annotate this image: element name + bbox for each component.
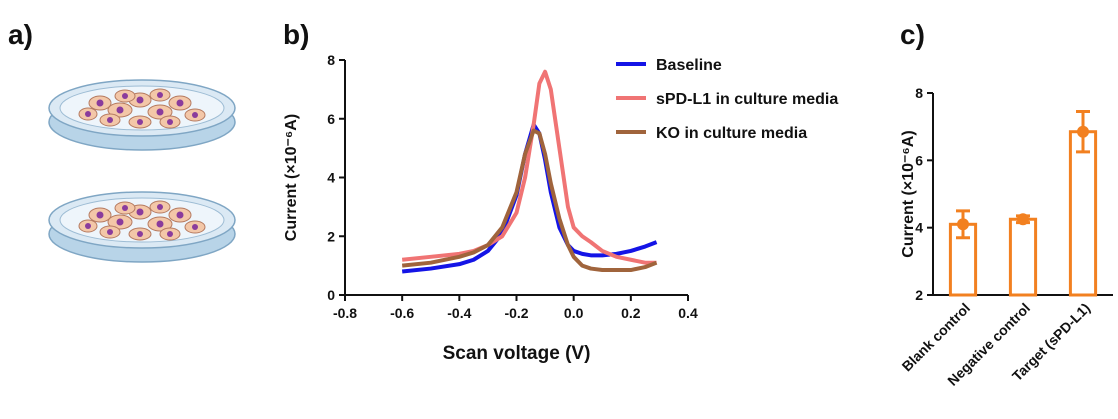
- y-tick-label: 6: [915, 152, 923, 168]
- panel-label: b): [283, 19, 309, 50]
- y-axis-label: Current (×10⁻⁶A): [900, 130, 917, 257]
- y-axis-label: Current (×10⁻⁶A): [283, 114, 300, 241]
- x-tick-label: 0.0: [564, 305, 584, 321]
- legend-label: sPD-L1 in culture media: [656, 91, 838, 108]
- y-tick-label: 2: [327, 228, 335, 244]
- y-tick-label: 0: [327, 287, 335, 303]
- y-tick-label: 8: [915, 85, 923, 101]
- legend-label: Baseline: [656, 57, 722, 74]
- series-line: [401, 69, 657, 265]
- x-tick-label: 0.2: [621, 305, 641, 321]
- x-tick-label: -0.4: [447, 305, 471, 321]
- x-tick-label: -0.8: [333, 305, 357, 321]
- bar: [1068, 130, 1098, 297]
- x-axis-label: Scan voltage (V): [443, 343, 591, 364]
- x-tick-label: -0.2: [504, 305, 528, 321]
- data-point: [1077, 125, 1089, 138]
- x-tick-label: 0.4: [678, 305, 698, 321]
- y-tick-label: 2: [915, 287, 923, 303]
- y-tick-label: 8: [327, 52, 335, 68]
- y-tick-label: 4: [915, 220, 923, 236]
- x-tick-label: -0.6: [390, 305, 414, 321]
- panel-label: c): [900, 19, 925, 50]
- panel-label: a): [8, 19, 33, 50]
- legend-label: KO in culture media: [656, 125, 807, 142]
- y-tick-label: 6: [327, 111, 335, 127]
- bar: [1008, 217, 1038, 297]
- series-line: [401, 128, 658, 273]
- y-tick-label: 4: [327, 170, 335, 186]
- petri-dish-illustration: [48, 79, 236, 263]
- data-point: [1017, 213, 1029, 226]
- data-point: [957, 218, 969, 231]
